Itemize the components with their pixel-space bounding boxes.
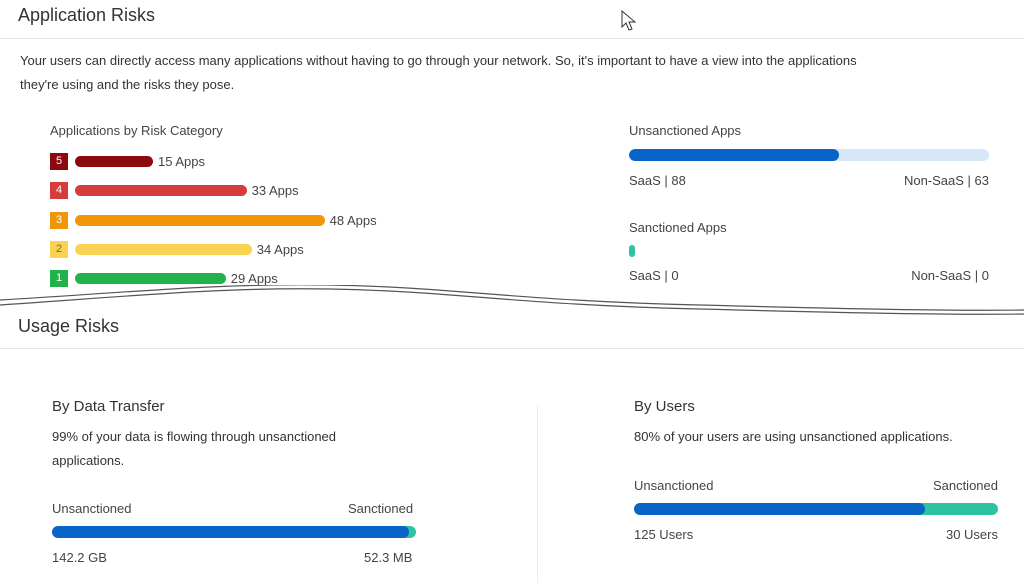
sanctioned-value: 30 Users [945, 527, 998, 542]
unsanctioned-saas-label: SaaS | 88 [629, 173, 686, 188]
risk-count-label: 34 Apps [256, 241, 304, 257]
unsanctioned-value: 142.2 GB [52, 550, 107, 565]
risk-level-badge: 2 [50, 240, 68, 258]
description-line: Your users can directly access many appl… [20, 53, 857, 68]
risk-count-label: 48 Apps [329, 212, 377, 228]
usage-risks-title: Usage Risks [18, 316, 120, 336]
risk-category-title: Applications by Risk Category [50, 123, 223, 138]
risk-count-label: 15 Apps [158, 154, 205, 169]
risk-bar[interactable] [75, 243, 252, 255]
unsanctioned-apps-title: Unsanctioned Apps [629, 123, 742, 138]
application-risks-title: Application Risks [18, 5, 156, 25]
unsanctioned-fill [634, 503, 926, 515]
risk-bar[interactable] [75, 185, 247, 197]
risk-bar[interactable] [75, 273, 226, 285]
users-desc: 80% of your users are using unsanctioned… [634, 429, 953, 444]
sanctioned-apps-bar [629, 245, 635, 257]
risk-level-badge: 1 [50, 270, 68, 288]
sanctioned-non-saas-label: Non-SaaS | 0 [911, 268, 989, 283]
data-transfer-desc: applications. [52, 453, 125, 468]
users-title: By Users [634, 398, 695, 415]
users-bar [634, 503, 998, 515]
unsanctioned-value: 125 Users [634, 527, 694, 542]
risk-level-badge: 5 [50, 153, 68, 170]
data-transfer-title: By Data Transfer [52, 398, 165, 415]
risk-bar[interactable] [75, 214, 325, 226]
sanctioned-saas-label: SaaS | 0 [629, 268, 679, 283]
sanctioned-label: Sanctioned [348, 501, 414, 516]
unsanctioned-label: Unsanctioned [634, 478, 714, 493]
risk-bar[interactable] [75, 156, 153, 167]
data-transfer-desc: 99% of your data is flowing through unsa… [52, 429, 337, 444]
risk-level-badge: 3 [50, 211, 68, 229]
unsanctioned-non-saas-label: Non-SaaS | 63 [903, 173, 989, 188]
sanctioned-value: 52.3 MB [364, 550, 413, 565]
vertical-divider [537, 405, 538, 583]
torn-separator [0, 285, 1024, 330]
description-line: they're using and the risks they pose. [20, 77, 235, 92]
sanctioned-apps-title: Sanctioned Apps [629, 220, 727, 235]
saas-fill [629, 149, 839, 161]
risk-count-label: 29 Apps [230, 271, 278, 287]
mouse-cursor-icon [621, 10, 637, 31]
divider [0, 38, 1024, 39]
unsanctioned-apps-bar [629, 149, 989, 161]
unsanctioned-fill [52, 526, 409, 538]
unsanctioned-label: Unsanctioned [52, 501, 132, 516]
risk-count-label: 33 Apps [251, 183, 299, 199]
divider [0, 348, 1024, 349]
risk-level-badge: 4 [50, 182, 68, 200]
data-transfer-bar [52, 526, 416, 538]
sanctioned-label: Sanctioned [932, 478, 998, 493]
